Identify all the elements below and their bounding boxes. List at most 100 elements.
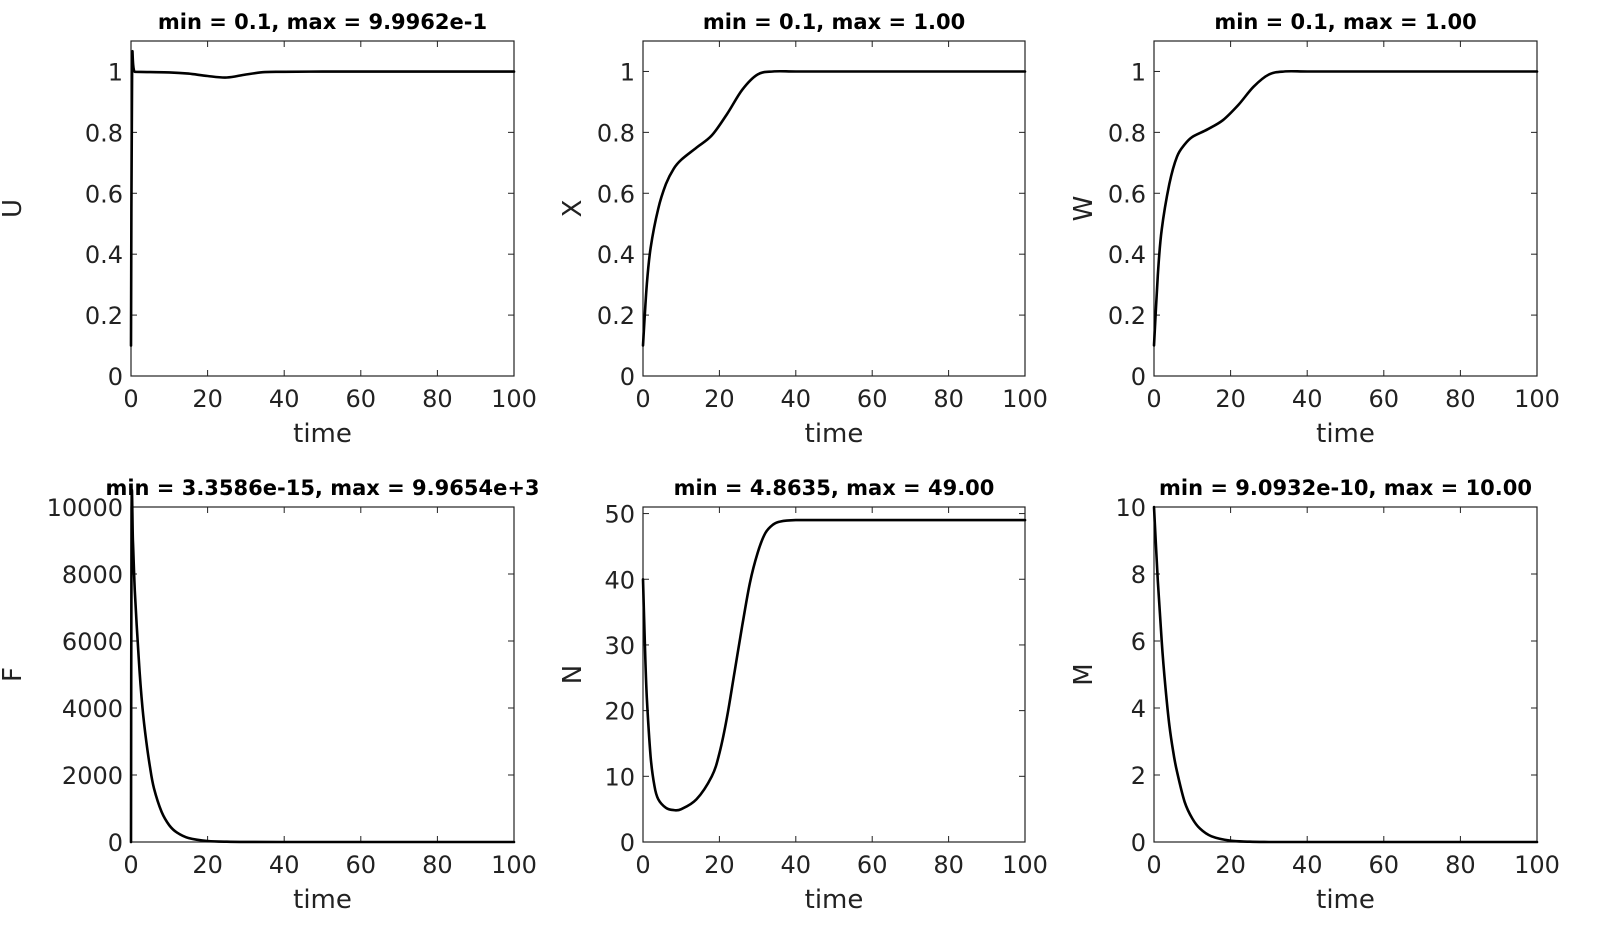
y-tick-label: 40 <box>604 566 635 594</box>
y-tick-label: 1 <box>620 58 635 86</box>
y-tick-label: 1 <box>108 58 123 86</box>
y-tick-label: 10000 <box>47 494 123 522</box>
y-tick-label: 4000 <box>62 695 123 723</box>
chart-title: min = 0.1, max = 9.9962e-1 <box>158 10 487 34</box>
x-tick-label: 80 <box>1445 851 1476 879</box>
y-tick-label: 0.6 <box>85 180 123 208</box>
y-axis-label: U <box>0 199 28 218</box>
y-tick-label: 0 <box>1131 363 1146 391</box>
y-tick-label: 0.8 <box>1108 119 1146 147</box>
y-tick-label: 0 <box>620 363 635 391</box>
chart-panel-6: 0 20 40 60 80 100 0 2 4 6 8 10 min = 9.0932e-10, max… <box>1069 476 1560 915</box>
y-tick-label: 0 <box>108 829 123 857</box>
x-tick-label: 80 <box>1445 385 1476 413</box>
y-tick-label: 10 <box>604 763 635 791</box>
y-tick-label: 4 <box>1131 695 1146 723</box>
y-tick-label: 0.4 <box>597 241 635 269</box>
y-tick-label: 0.8 <box>85 119 123 147</box>
y-tick-label: 6000 <box>62 628 123 656</box>
y-tick-label: 0 <box>620 829 635 857</box>
y-tick-label: 30 <box>604 632 635 660</box>
x-tick-label: 60 <box>1369 851 1400 879</box>
x-tick-label: 40 <box>1292 385 1323 413</box>
x-tick-label: 80 <box>933 851 964 879</box>
y-tick-label: 8000 <box>62 561 123 589</box>
chart-title: min = 0.1, max = 1.00 <box>703 10 965 34</box>
x-tick-label: 100 <box>1002 851 1048 879</box>
y-tick-label: 0.2 <box>1108 302 1146 330</box>
chart-title: min = 3.3586e-15, max = 9.9654e+3 <box>105 476 539 500</box>
x-tick-label: 100 <box>491 851 537 879</box>
y-tick-label: 10 <box>1115 494 1146 522</box>
y-tick-label: 1 <box>1131 58 1146 86</box>
plot-frame <box>1153 40 1538 377</box>
x-tick-label: 80 <box>422 385 453 413</box>
x-tick-label: 60 <box>346 851 377 879</box>
x-tick-label: 0 <box>123 385 138 413</box>
x-tick-label: 100 <box>1514 851 1560 879</box>
y-axis-label: F <box>0 667 28 682</box>
series-line <box>129 488 516 844</box>
y-tick-label: 8 <box>1131 561 1146 589</box>
x-axis-label: time <box>805 885 864 915</box>
series-line <box>1152 505 1539 844</box>
y-tick-label: 0 <box>1131 829 1146 857</box>
x-tick-label: 100 <box>491 385 537 413</box>
x-tick-label: 0 <box>1146 385 1161 413</box>
chart-title: min = 4.8635, max = 49.00 <box>674 476 995 500</box>
x-tick-label: 40 <box>269 385 300 413</box>
x-tick-label: 40 <box>781 851 812 879</box>
y-tick-label: 0.6 <box>597 180 635 208</box>
plot-frame <box>642 506 1026 843</box>
chart-title: min = 9.0932e-10, max = 10.00 <box>1159 476 1532 500</box>
y-tick-label: 2000 <box>62 762 123 790</box>
plot-frame <box>1153 506 1538 843</box>
series-line <box>129 50 516 347</box>
x-axis-label: time <box>1316 885 1375 915</box>
chart-panel-2: 0 20 40 60 80 100 0 0.2 0.4 0.6 0.8 1 min = 0.1, max… <box>558 10 1048 449</box>
x-tick-label: 80 <box>933 385 964 413</box>
y-tick-label: 20 <box>604 698 635 726</box>
x-tick-label: 20 <box>1215 851 1246 879</box>
x-tick-label: 100 <box>1002 385 1048 413</box>
x-axis-label: time <box>293 885 352 915</box>
x-tick-label: 40 <box>781 385 812 413</box>
x-axis-label: time <box>805 419 864 449</box>
y-tick-label: 6 <box>1131 628 1146 656</box>
x-tick-label: 40 <box>1292 851 1323 879</box>
x-tick-label: 80 <box>422 851 453 879</box>
x-tick-label: 0 <box>635 851 650 879</box>
plot-frame <box>130 40 515 377</box>
x-tick-label: 0 <box>1146 851 1161 879</box>
x-tick-label: 60 <box>1369 385 1400 413</box>
y-tick-label: 0.4 <box>1108 241 1146 269</box>
y-axis-label: N <box>558 665 588 684</box>
x-tick-label: 100 <box>1514 385 1560 413</box>
series-line <box>641 69 1027 347</box>
x-tick-label: 0 <box>123 851 138 879</box>
x-tick-label: 20 <box>192 385 223 413</box>
chart-panel-3: 0 20 40 60 80 100 0 0.2 0.4 0.6 0.8 1 min = 0.1, max… <box>1069 10 1560 449</box>
y-tick-label: 0.2 <box>597 302 635 330</box>
x-tick-label: 20 <box>1215 385 1246 413</box>
y-axis-label: W <box>1069 196 1099 222</box>
x-tick-label: 40 <box>269 851 300 879</box>
x-tick-label: 60 <box>857 851 888 879</box>
y-tick-label: 0.2 <box>85 302 123 330</box>
chart-panel-1: 0 20 40 60 80 100 0 0.2 0.4 0.6 0.8 1 min = 0.1, max… <box>0 10 537 449</box>
plot-frame <box>130 506 515 843</box>
y-axis-label: X <box>558 200 588 218</box>
y-tick-label: 0 <box>108 363 123 391</box>
chart-title: min = 0.1, max = 1.00 <box>1214 10 1476 34</box>
y-tick-label: 0.4 <box>85 241 123 269</box>
chart-panel-5: 0 20 40 60 80 100 0 10 20 30 40 50 min = 4.8635, max… <box>558 476 1048 915</box>
series-line <box>1152 69 1539 347</box>
y-tick-label: 2 <box>1131 762 1146 790</box>
x-tick-label: 60 <box>346 385 377 413</box>
x-tick-label: 60 <box>857 385 888 413</box>
x-axis-label: time <box>293 419 352 449</box>
x-tick-label: 0 <box>635 385 650 413</box>
series-line <box>641 518 1027 812</box>
y-tick-label: 0.8 <box>597 119 635 147</box>
